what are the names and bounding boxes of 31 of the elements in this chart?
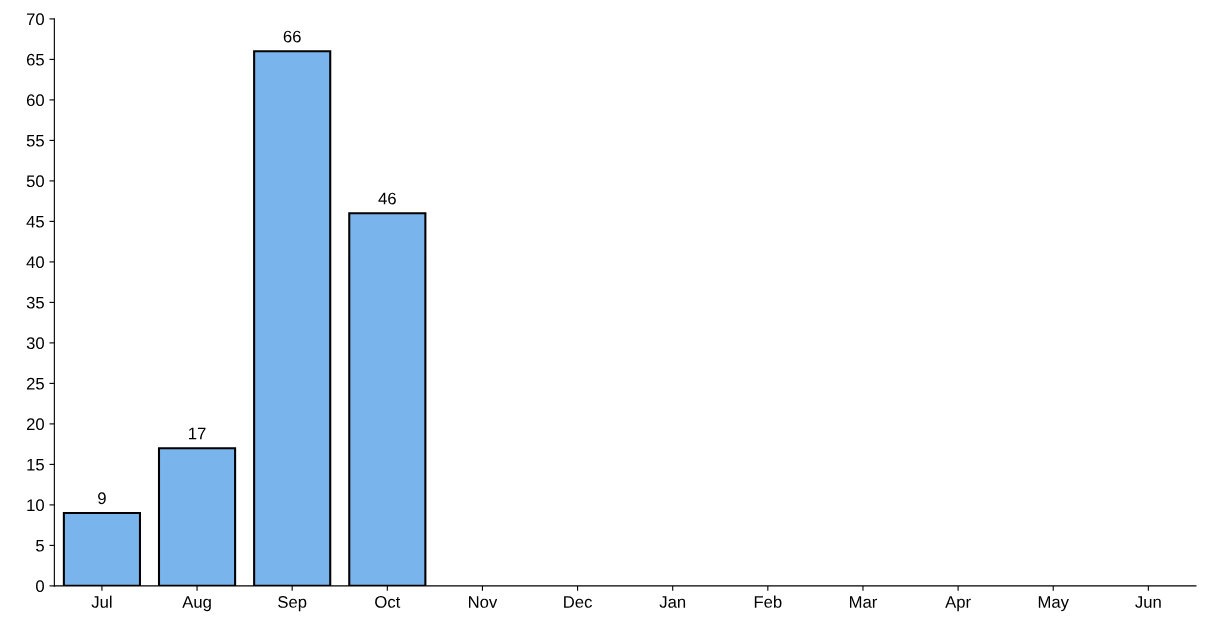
- y-tick-label: 50: [26, 175, 44, 188]
- data-label: 9: [98, 492, 106, 505]
- y-tick-label: 5: [36, 539, 44, 552]
- y-tick-label: 10: [27, 499, 44, 512]
- y-tick-label: 35: [26, 296, 44, 309]
- x-tick-label: Jul: [91, 595, 112, 608]
- y-tick-label: 60: [26, 94, 44, 107]
- y-tick-label: 65: [26, 53, 44, 66]
- x-tick-label: Feb: [754, 595, 782, 608]
- y-tick-label: 15: [27, 458, 44, 471]
- x-tick-label: Jun: [1135, 596, 1161, 608]
- x-tick-label: Nov: [468, 596, 498, 608]
- x-tick-label: Apr: [945, 596, 971, 612]
- y-tick-label: 0: [36, 580, 44, 593]
- y-tick-label: 45: [26, 215, 44, 228]
- data-label: 17: [189, 427, 206, 440]
- y-tick-label: 40: [26, 256, 44, 269]
- x-tick-label: May: [1038, 596, 1069, 612]
- y-tick-label: 55: [26, 134, 44, 147]
- y-tick-label: 70: [26, 13, 44, 26]
- x-tick-label: Oct: [375, 596, 401, 608]
- x-tick-label: Sep: [278, 596, 307, 612]
- x-tick-label: Aug: [182, 596, 211, 612]
- x-tick-label: Mar: [849, 596, 878, 608]
- x-tick-label: Jan: [659, 596, 686, 608]
- data-label: 46: [378, 192, 396, 205]
- y-tick-label: 25: [26, 377, 44, 390]
- data-label: 66: [283, 30, 301, 43]
- y-tick-label: 30: [26, 337, 44, 350]
- x-tick-label: Dec: [564, 596, 592, 608]
- y-tick-label: 20: [26, 418, 44, 431]
